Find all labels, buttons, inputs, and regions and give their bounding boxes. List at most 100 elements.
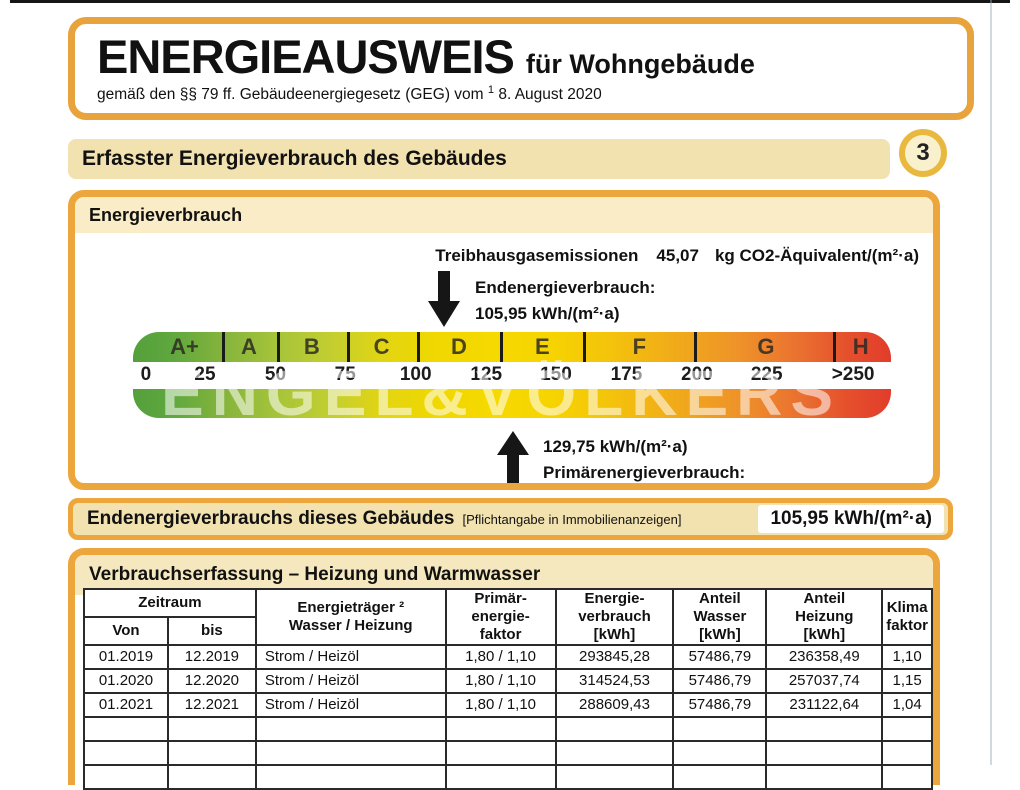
page-title-suffix: für Wohngebäude [525, 49, 755, 79]
scale-class-a: A [241, 334, 257, 359]
section-header: Erfasster Energieverbrauch des Gebäudes [68, 139, 890, 179]
page-number-badge: 3 [899, 129, 947, 177]
col-header-bis: bis [166, 616, 257, 646]
scale-divider [417, 332, 421, 362]
consumption-section-box: Verbrauchserfassung – Heizung und Warmwa… [68, 548, 940, 790]
end-energy-value: 105,95 kWh/(m²·a) [475, 304, 620, 323]
scale-class-h: H [852, 334, 869, 359]
cell-anteil-heizung: 231122,64 [765, 692, 884, 718]
scan-edge-top [10, 0, 1010, 3]
scale-tick-175: 175 [610, 364, 643, 385]
scale-tick-200: 200 [681, 364, 713, 385]
cell-energieverbrauch: 293845,28 [554, 644, 675, 670]
cell-energieverbrauch: 288609,43 [554, 692, 675, 718]
end-energy-summary-band: Endenergieverbrauchs dieses Gebäudes [Pf… [68, 498, 953, 540]
scale-divider [583, 332, 587, 362]
end-energy-callout: Endenergieverbrauch: 105,95 kWh/(m²·a) [475, 275, 655, 327]
scale-tick-225: 225 [750, 364, 783, 385]
cell-anteil-wasser: 57486,79 [672, 692, 768, 718]
scale-tick-50: 50 [264, 364, 287, 385]
energy-efficiency-scale: A+ A B C D E F G H 0 25 50 75 100 125 15… [133, 332, 891, 418]
energy-box-header: Energieverbrauch [75, 197, 933, 233]
subtitle-date: 8. August 2020 [498, 86, 602, 104]
energy-consumption-box: Energieverbrauch Treibhausgasemissionen … [68, 190, 940, 490]
cell-primaerfaktor: 1,80 / 1,10 [444, 644, 557, 670]
scale-divider [277, 332, 281, 362]
cell-von: 01.2019 [83, 644, 169, 670]
summary-value: 105,95 kWh/(m²·a) [758, 505, 944, 533]
summary-label: Endenergieverbrauchs dieses Gebäudes [87, 508, 455, 529]
col-header-energietraeger: Energieträger ² Wasser / Heizung [254, 588, 447, 646]
cell-von: 01.2020 [83, 668, 169, 694]
scale-tick-250plus: >250 [831, 364, 875, 385]
cell-primaerfaktor: 1,80 / 1,10 [444, 668, 557, 694]
cell-anteil-heizung: 236358,49 [765, 644, 884, 670]
up-arrow-icon [497, 431, 529, 483]
scale-tick-100: 100 [399, 364, 432, 385]
scale-divider [346, 332, 350, 362]
end-energy-label: Endenergieverbrauch: [475, 278, 656, 297]
scale-tick-125: 125 [470, 364, 503, 385]
greenhouse-gas-line: Treibhausgasemissionen 45,07 kg CO2-Äqui… [435, 246, 919, 266]
scale-tick-150: 150 [540, 364, 572, 385]
subtitle-footnote-marker: 1 [487, 84, 495, 97]
ghg-value: 45,07 [656, 246, 699, 265]
primary-energy-callout: 129,75 kWh/(m²·a) Primärenergieverbrauch… [543, 434, 745, 486]
cell-energietraeger: Strom / Heizöl [254, 668, 447, 694]
page-title: ENERGIEAUSWEIS [97, 30, 515, 83]
col-header-energieverbrauch: Energie- verbrauch [kWh] [554, 588, 675, 646]
cell-primaerfaktor: 1,80 / 1,10 [444, 692, 557, 718]
consumption-table: Zeitraum Energieträger ² Wasser / Heizun… [83, 588, 933, 790]
col-header-anteil-wasser: Anteil Wasser [kWh] [672, 588, 768, 646]
table-row-empty [83, 716, 933, 742]
scale-tick-75: 75 [334, 364, 356, 385]
cell-energietraeger: Strom / Heizöl [254, 692, 447, 718]
scan-edge-right [990, 0, 992, 765]
cell-anteil-heizung: 257037,74 [765, 668, 884, 694]
ghg-label: Treibhausgasemissionen [435, 246, 639, 265]
scale-class-g: G [757, 334, 775, 359]
cell-anteil-wasser: 57486,79 [672, 668, 768, 694]
cell-energieverbrauch: 314524,53 [554, 668, 675, 694]
col-header-primaerfaktor: Primär- energie- faktor [444, 588, 557, 646]
cell-klimafaktor: 1,10 [881, 644, 933, 670]
table-row-empty [83, 740, 933, 766]
table-row-empty [83, 764, 933, 790]
scale-class-d: D [450, 334, 467, 359]
scale-class-e: E [534, 334, 550, 359]
scale-class-a-plus: A+ [170, 334, 199, 359]
scale-divider [693, 332, 697, 362]
cell-energietraeger: Strom / Heizöl [254, 644, 447, 670]
cell-klimafaktor: 1,04 [881, 692, 933, 718]
cell-bis: 12.2021 [166, 692, 257, 718]
cell-von: 01.2021 [83, 692, 169, 718]
scale-number-band: 0 25 50 75 100 125 150 175 200 225 >250 [133, 362, 891, 389]
summary-note: [Pflichtangabe in Immobilienanzeigen] [462, 511, 682, 527]
col-header-anteil-heizung: Anteil Heizung [kWh] [765, 588, 884, 646]
scale-tick-25: 25 [194, 364, 216, 385]
scale-class-band: A+ A B C D E F G H [133, 332, 891, 362]
scale-tick-0: 0 [140, 364, 152, 385]
col-header-klimafaktor: Klima faktor [881, 588, 933, 646]
certificate-title-box: ENERGIEAUSWEIS für Wohngebäude gemäß den… [68, 17, 974, 120]
title-subtitle: gemäß den §§ 79 ff. Gebäudeenergiegesetz… [97, 84, 967, 104]
scale-divider [832, 332, 836, 362]
primary-energy-value: 129,75 kWh/(m²·a) [543, 437, 688, 456]
col-header-von: Von [83, 616, 169, 646]
cell-klimafaktor: 1,15 [881, 668, 933, 694]
scale-color-band [133, 389, 891, 418]
scale-class-c: C [373, 334, 390, 359]
scale-divider [499, 332, 503, 362]
down-arrow-icon [428, 271, 460, 327]
scale-class-f: F [632, 334, 647, 359]
title-row: ENERGIEAUSWEIS für Wohngebäude [97, 30, 967, 83]
cell-anteil-wasser: 57486,79 [672, 644, 768, 670]
cell-bis: 12.2020 [166, 668, 257, 694]
scale-divider [222, 332, 226, 362]
scale-class-b: B [303, 334, 320, 359]
subtitle-prefix: gemäß den §§ 79 ff. Gebäudeenergiegesetz… [97, 86, 484, 104]
cell-bis: 12.2019 [166, 644, 257, 670]
ghg-unit: kg CO2-Äquivalent/(m²·a) [714, 246, 919, 265]
table-row: 01.2021 12.2021 Strom / Heizöl 1,80 / 1,… [83, 692, 933, 718]
table-row: 01.2020 12.2020 Strom / Heizöl 1,80 / 1,… [83, 668, 933, 694]
